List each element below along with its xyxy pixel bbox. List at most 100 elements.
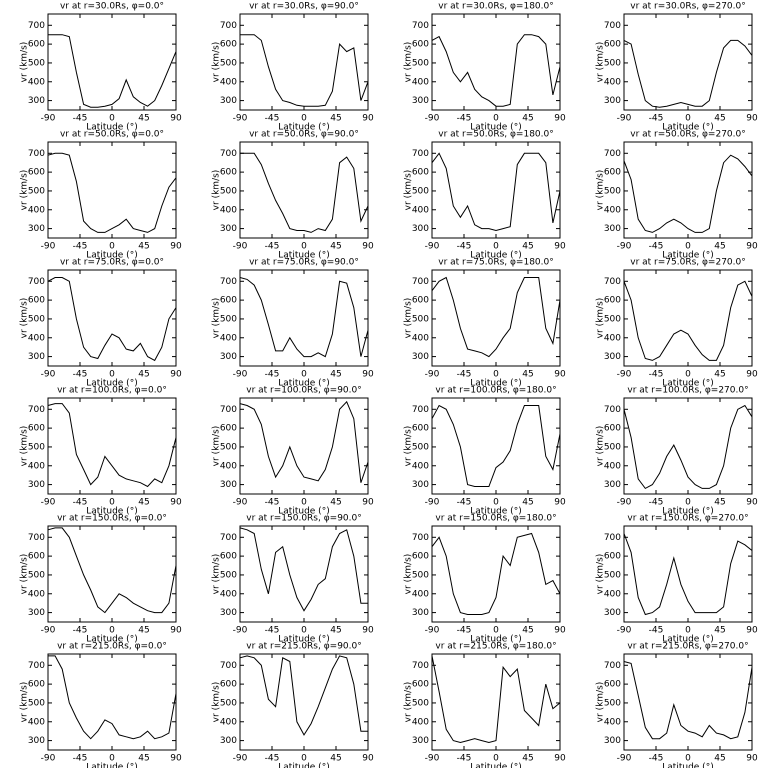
data-line [623, 404, 753, 490]
x-tick-label: 90 [746, 114, 758, 124]
x-tick-label: 45 [522, 626, 533, 636]
y-tick-label: 500 [220, 186, 237, 196]
x-tick-label: 90 [170, 626, 182, 636]
y-tick-label: 300 [604, 352, 621, 362]
x-tick-label: 0 [301, 114, 307, 124]
x-axis-label: Latitude (°) [470, 123, 521, 133]
x-tick-label: -45 [73, 370, 88, 380]
plot-frame [47, 525, 177, 623]
y-tick-label: 300 [220, 96, 237, 106]
y-tick-label: 600 [604, 552, 621, 562]
y-tick-label: 700 [220, 277, 237, 287]
chart-title: vr at r=215.0Rs, φ=0.0° [57, 642, 167, 652]
y-tick-label: 700 [220, 533, 237, 543]
x-tick-label: 90 [170, 498, 182, 508]
x-tick-label: -45 [73, 242, 88, 252]
x-axis-label: Latitude (°) [86, 635, 137, 645]
x-tick-label: 45 [714, 498, 725, 508]
x-tick-label: 90 [170, 370, 182, 380]
x-tick-label: 45 [522, 242, 533, 252]
chart-title: vr at r=75.0Rs, φ=270.0° [630, 258, 745, 268]
x-tick-label: -45 [649, 242, 664, 252]
x-tick-label: 45 [330, 626, 341, 636]
y-tick-label: 400 [412, 333, 429, 343]
x-tick-label: 0 [493, 242, 499, 252]
x-tick-label: 45 [522, 498, 533, 508]
x-tick-label: -90 [425, 114, 440, 124]
x-tick-label: 90 [170, 114, 182, 124]
y-axis-label: vr (km/s) [596, 42, 606, 83]
x-tick-label: -45 [265, 114, 280, 124]
y-tick-label: 400 [220, 333, 237, 343]
x-tick-label: -45 [73, 754, 88, 764]
x-tick-label: -90 [425, 370, 440, 380]
data-line [240, 152, 369, 233]
y-tick-label: 300 [604, 224, 621, 234]
x-tick-label: -45 [457, 114, 472, 124]
y-tick-label: 600 [412, 168, 429, 178]
x-tick-label: 45 [522, 754, 533, 764]
y-tick-label: 300 [220, 736, 237, 746]
y-tick-label: 300 [28, 96, 45, 106]
y-tick-label: 600 [220, 40, 237, 50]
data-line [48, 655, 177, 740]
y-tick-label: 300 [220, 608, 237, 618]
x-tick-label: 0 [685, 114, 691, 124]
x-tick-label: 90 [362, 498, 374, 508]
chart-title: vr at r=30.0Rs, φ=90.0° [249, 2, 359, 12]
x-tick-label: 45 [138, 114, 149, 124]
x-axis-label: Latitude (°) [470, 251, 521, 261]
x-tick-label: 0 [109, 370, 115, 380]
x-tick-label: 90 [362, 626, 374, 636]
x-tick-label: -45 [457, 242, 472, 252]
plot-frame [47, 269, 177, 367]
y-tick-label: 400 [28, 461, 45, 471]
y-tick-label: 500 [412, 314, 429, 324]
y-axis-label: vr (km/s) [404, 298, 414, 339]
y-tick-label: 400 [28, 589, 45, 599]
data-line [431, 276, 561, 358]
y-tick-label: 600 [412, 296, 429, 306]
plot-frame [47, 141, 177, 239]
x-tick-label: 90 [554, 242, 566, 252]
y-tick-label: 300 [220, 224, 237, 234]
data-line [623, 533, 753, 616]
data-line [623, 154, 753, 233]
y-tick-label: 400 [604, 717, 621, 727]
x-tick-label: 45 [714, 242, 725, 252]
x-tick-label: 45 [714, 626, 725, 636]
chart-title: vr at r=100.0Rs, φ=0.0° [57, 386, 167, 396]
x-axis-label: Latitude (°) [662, 123, 713, 133]
y-axis-label: vr (km/s) [596, 426, 606, 467]
chart-title: vr at r=50.0Rs, φ=180.0° [438, 130, 553, 140]
x-tick-label: 90 [554, 754, 566, 764]
x-tick-label: -45 [265, 370, 280, 380]
y-tick-label: 300 [604, 96, 621, 106]
y-tick-label: 600 [412, 680, 429, 690]
x-axis-label: Latitude (°) [86, 507, 137, 517]
chart-title: vr at r=75.0Rs, φ=0.0° [60, 258, 164, 268]
x-tick-label: 0 [493, 370, 499, 380]
chart-title: vr at r=100.0Rs, φ=180.0° [435, 386, 556, 396]
y-tick-label: 600 [604, 424, 621, 434]
y-tick-label: 300 [604, 736, 621, 746]
y-tick-label: 700 [220, 661, 237, 671]
x-tick-label: -45 [265, 498, 280, 508]
y-tick-label: 500 [220, 570, 237, 580]
x-tick-label: 0 [301, 242, 307, 252]
x-tick-label: 90 [362, 370, 374, 380]
x-tick-label: -90 [617, 242, 632, 252]
y-tick-label: 500 [28, 698, 45, 708]
x-tick-label: -45 [649, 626, 664, 636]
y-tick-label: 500 [28, 314, 45, 324]
x-tick-label: -45 [649, 498, 664, 508]
x-tick-label: 45 [330, 242, 341, 252]
y-tick-label: 600 [28, 296, 45, 306]
chart-title: vr at r=215.0Rs, φ=180.0° [435, 642, 556, 652]
y-tick-label: 300 [28, 736, 45, 746]
x-tick-label: -45 [649, 370, 664, 380]
y-tick-label: 500 [604, 698, 621, 708]
x-axis-label: Latitude (°) [470, 379, 521, 389]
x-axis-label: Latitude (°) [86, 123, 137, 133]
y-tick-label: 700 [412, 149, 429, 159]
